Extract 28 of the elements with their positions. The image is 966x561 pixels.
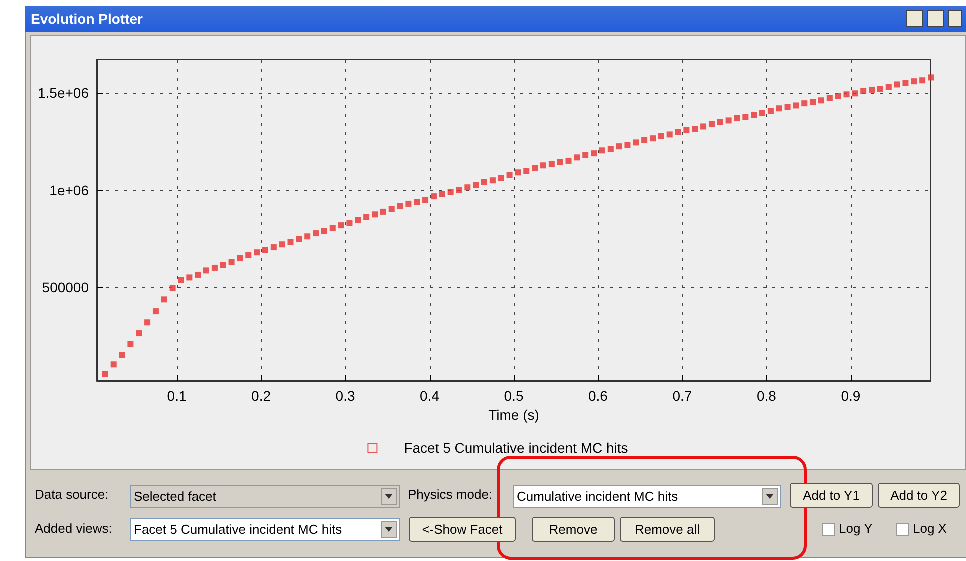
text: Add to Y1	[790, 483, 873, 508]
text: Facet 5 Cumulative incident MC hits	[134, 522, 342, 537]
x-tick-label: 0.7	[672, 388, 692, 404]
y-tick-label: 1.5e+06	[38, 85, 90, 102]
x-tick-label: 0.4	[420, 388, 440, 404]
y-tick-label: 500000	[42, 280, 90, 296]
x-tick-label: 0.5	[504, 388, 524, 404]
x-axis-title: Time (s)	[488, 406, 540, 423]
legend-label: Facet 5 Cumulative incident MC hits	[404, 440, 628, 456]
x-tick-label: 0.2	[252, 388, 272, 404]
source-note: Data source:	[35, 487, 109, 502]
text: <-Show Facet	[409, 517, 516, 542]
x-tick-label: 0.9	[841, 388, 861, 404]
text: Remove all	[620, 517, 715, 542]
text: Physics mode:	[408, 487, 493, 502]
text: Added views:	[35, 521, 112, 536]
x-tick-label: 0.1	[167, 388, 187, 404]
x-tick-label: 0.6	[588, 388, 608, 404]
text: Cumulative incident MC hits	[517, 489, 678, 504]
x-tick-label: 0.8	[756, 388, 777, 404]
text: Log X	[913, 521, 947, 536]
text: Remove	[532, 517, 615, 542]
text: Log Y	[839, 521, 873, 536]
text: Selected facet	[134, 489, 216, 504]
y-tick-label: 1e+06	[50, 182, 90, 198]
x-tick-label: 0.3	[336, 388, 356, 404]
chart-title: Evolution Plotter	[25, 6, 966, 32]
text: Add to Y2	[878, 483, 960, 508]
